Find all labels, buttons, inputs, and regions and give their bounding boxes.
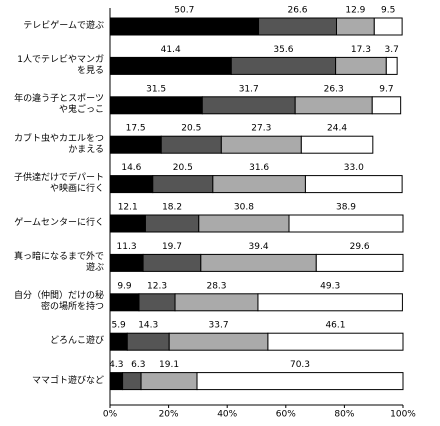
x-tick-label: 40% xyxy=(217,410,237,420)
value-label: 49.3 xyxy=(320,281,340,291)
value-label: 20.5 xyxy=(181,124,201,134)
bar-segment xyxy=(201,96,296,115)
bar-segment xyxy=(258,17,337,36)
value-label: 38.9 xyxy=(336,203,356,213)
bar-segment xyxy=(196,372,404,391)
bar-segment xyxy=(142,253,202,272)
category-label: 子供達だけでデパート や映画に行く xyxy=(13,173,104,195)
bar-segment xyxy=(138,293,176,312)
bar-segment xyxy=(109,253,144,272)
value-label: 12.9 xyxy=(345,6,365,16)
bar-segment xyxy=(152,175,214,194)
bar-segment xyxy=(371,96,402,115)
value-label: 9.5 xyxy=(381,6,395,16)
bar-segment xyxy=(230,56,337,75)
value-label: 11.3 xyxy=(117,242,137,252)
value-label: 17.5 xyxy=(126,124,146,134)
bar-segment xyxy=(109,135,162,154)
value-label: 27.3 xyxy=(251,124,271,134)
value-label: 31.5 xyxy=(146,84,166,94)
value-label: 5.9 xyxy=(111,321,126,331)
bar-segment xyxy=(174,293,259,312)
x-tick-label: 20% xyxy=(159,410,179,420)
category-label: ゲームセンターに行く xyxy=(14,218,104,228)
value-label: 70.3 xyxy=(290,360,310,370)
value-label: 33.0 xyxy=(344,163,364,173)
value-label: 41.4 xyxy=(161,45,181,55)
x-tick-label: 100% xyxy=(390,410,416,420)
category-label: ママゴト遊びなど xyxy=(31,375,104,386)
value-label: 35.6 xyxy=(273,45,293,55)
bar-segment xyxy=(109,293,140,312)
value-label: 14.3 xyxy=(138,321,158,331)
value-label: 17.3 xyxy=(351,45,371,55)
value-label: 9.9 xyxy=(117,281,132,291)
value-label: 31.6 xyxy=(249,163,269,173)
bar-segment xyxy=(109,332,128,351)
value-label: 46.1 xyxy=(325,321,345,331)
bar-segment xyxy=(109,372,124,391)
value-label: 14.6 xyxy=(121,163,141,173)
value-label: 19.7 xyxy=(162,242,182,252)
category-label: 1人でテレビやマンガ を見る xyxy=(17,54,104,76)
bar-segment xyxy=(300,135,374,154)
value-label: 12.1 xyxy=(118,203,138,213)
value-label: 29.6 xyxy=(350,242,370,252)
bar-segment xyxy=(109,96,203,115)
category-label: 年の違う子とスポーツ や鬼ごっこ xyxy=(14,94,104,116)
bar-segment xyxy=(288,214,404,233)
category-label: テレビゲームで遊ぶ xyxy=(23,21,104,31)
bar-segment xyxy=(109,175,154,194)
value-label: 19.1 xyxy=(159,360,179,370)
bar-segment xyxy=(385,56,398,75)
value-label: 50.7 xyxy=(174,6,194,16)
bar-segment xyxy=(109,56,232,75)
value-label: 20.5 xyxy=(173,163,193,173)
value-label: 33.7 xyxy=(209,321,229,331)
value-label: 28.3 xyxy=(206,281,226,291)
x-tick-label: 0% xyxy=(103,410,118,420)
bar-segment xyxy=(144,214,200,233)
bar-segment xyxy=(109,214,146,233)
bar-segment xyxy=(294,96,373,115)
bar-segment xyxy=(267,332,404,351)
category-label: 真っ暗になるまで外で 遊ぶ xyxy=(13,251,104,273)
bar-segment xyxy=(212,175,306,194)
value-label: 26.6 xyxy=(287,6,307,16)
value-label: 12.3 xyxy=(147,281,167,291)
bar-segment xyxy=(200,253,317,272)
bar-segment xyxy=(160,135,222,154)
value-label: 18.2 xyxy=(162,203,182,213)
bar-segment xyxy=(109,17,260,36)
value-label: 6.3 xyxy=(131,360,145,370)
bar-segment xyxy=(315,253,404,272)
category-label: カブト虫やカエルをつ かまえる xyxy=(13,133,104,155)
value-label: 24.4 xyxy=(327,124,347,134)
bar-segment xyxy=(304,175,403,194)
value-label: 26.3 xyxy=(324,84,344,94)
bar-segment xyxy=(220,135,302,154)
value-label: 3.7 xyxy=(385,45,399,55)
bar-segment xyxy=(257,293,403,312)
value-label: 4.3 xyxy=(109,360,123,370)
bar-segment xyxy=(168,332,269,351)
bar-segment xyxy=(126,332,170,351)
x-tick-label: 60% xyxy=(276,410,296,420)
value-label: 9.7 xyxy=(379,84,393,94)
x-tick-label: 80% xyxy=(334,410,354,420)
bar-segment xyxy=(140,372,198,391)
bar-segment xyxy=(373,17,403,36)
bar-segment xyxy=(335,56,387,75)
bar-segment xyxy=(122,372,142,391)
bar-segment xyxy=(198,214,290,233)
bar-segment xyxy=(335,17,375,36)
category-label: どろんこ遊び xyxy=(49,336,104,347)
category-label: 自分（仲間）だけの秘 密の場所を持つ xyxy=(13,291,104,313)
value-label: 39.4 xyxy=(249,242,269,252)
value-label: 31.7 xyxy=(239,84,259,94)
value-label: 30.8 xyxy=(234,203,254,213)
